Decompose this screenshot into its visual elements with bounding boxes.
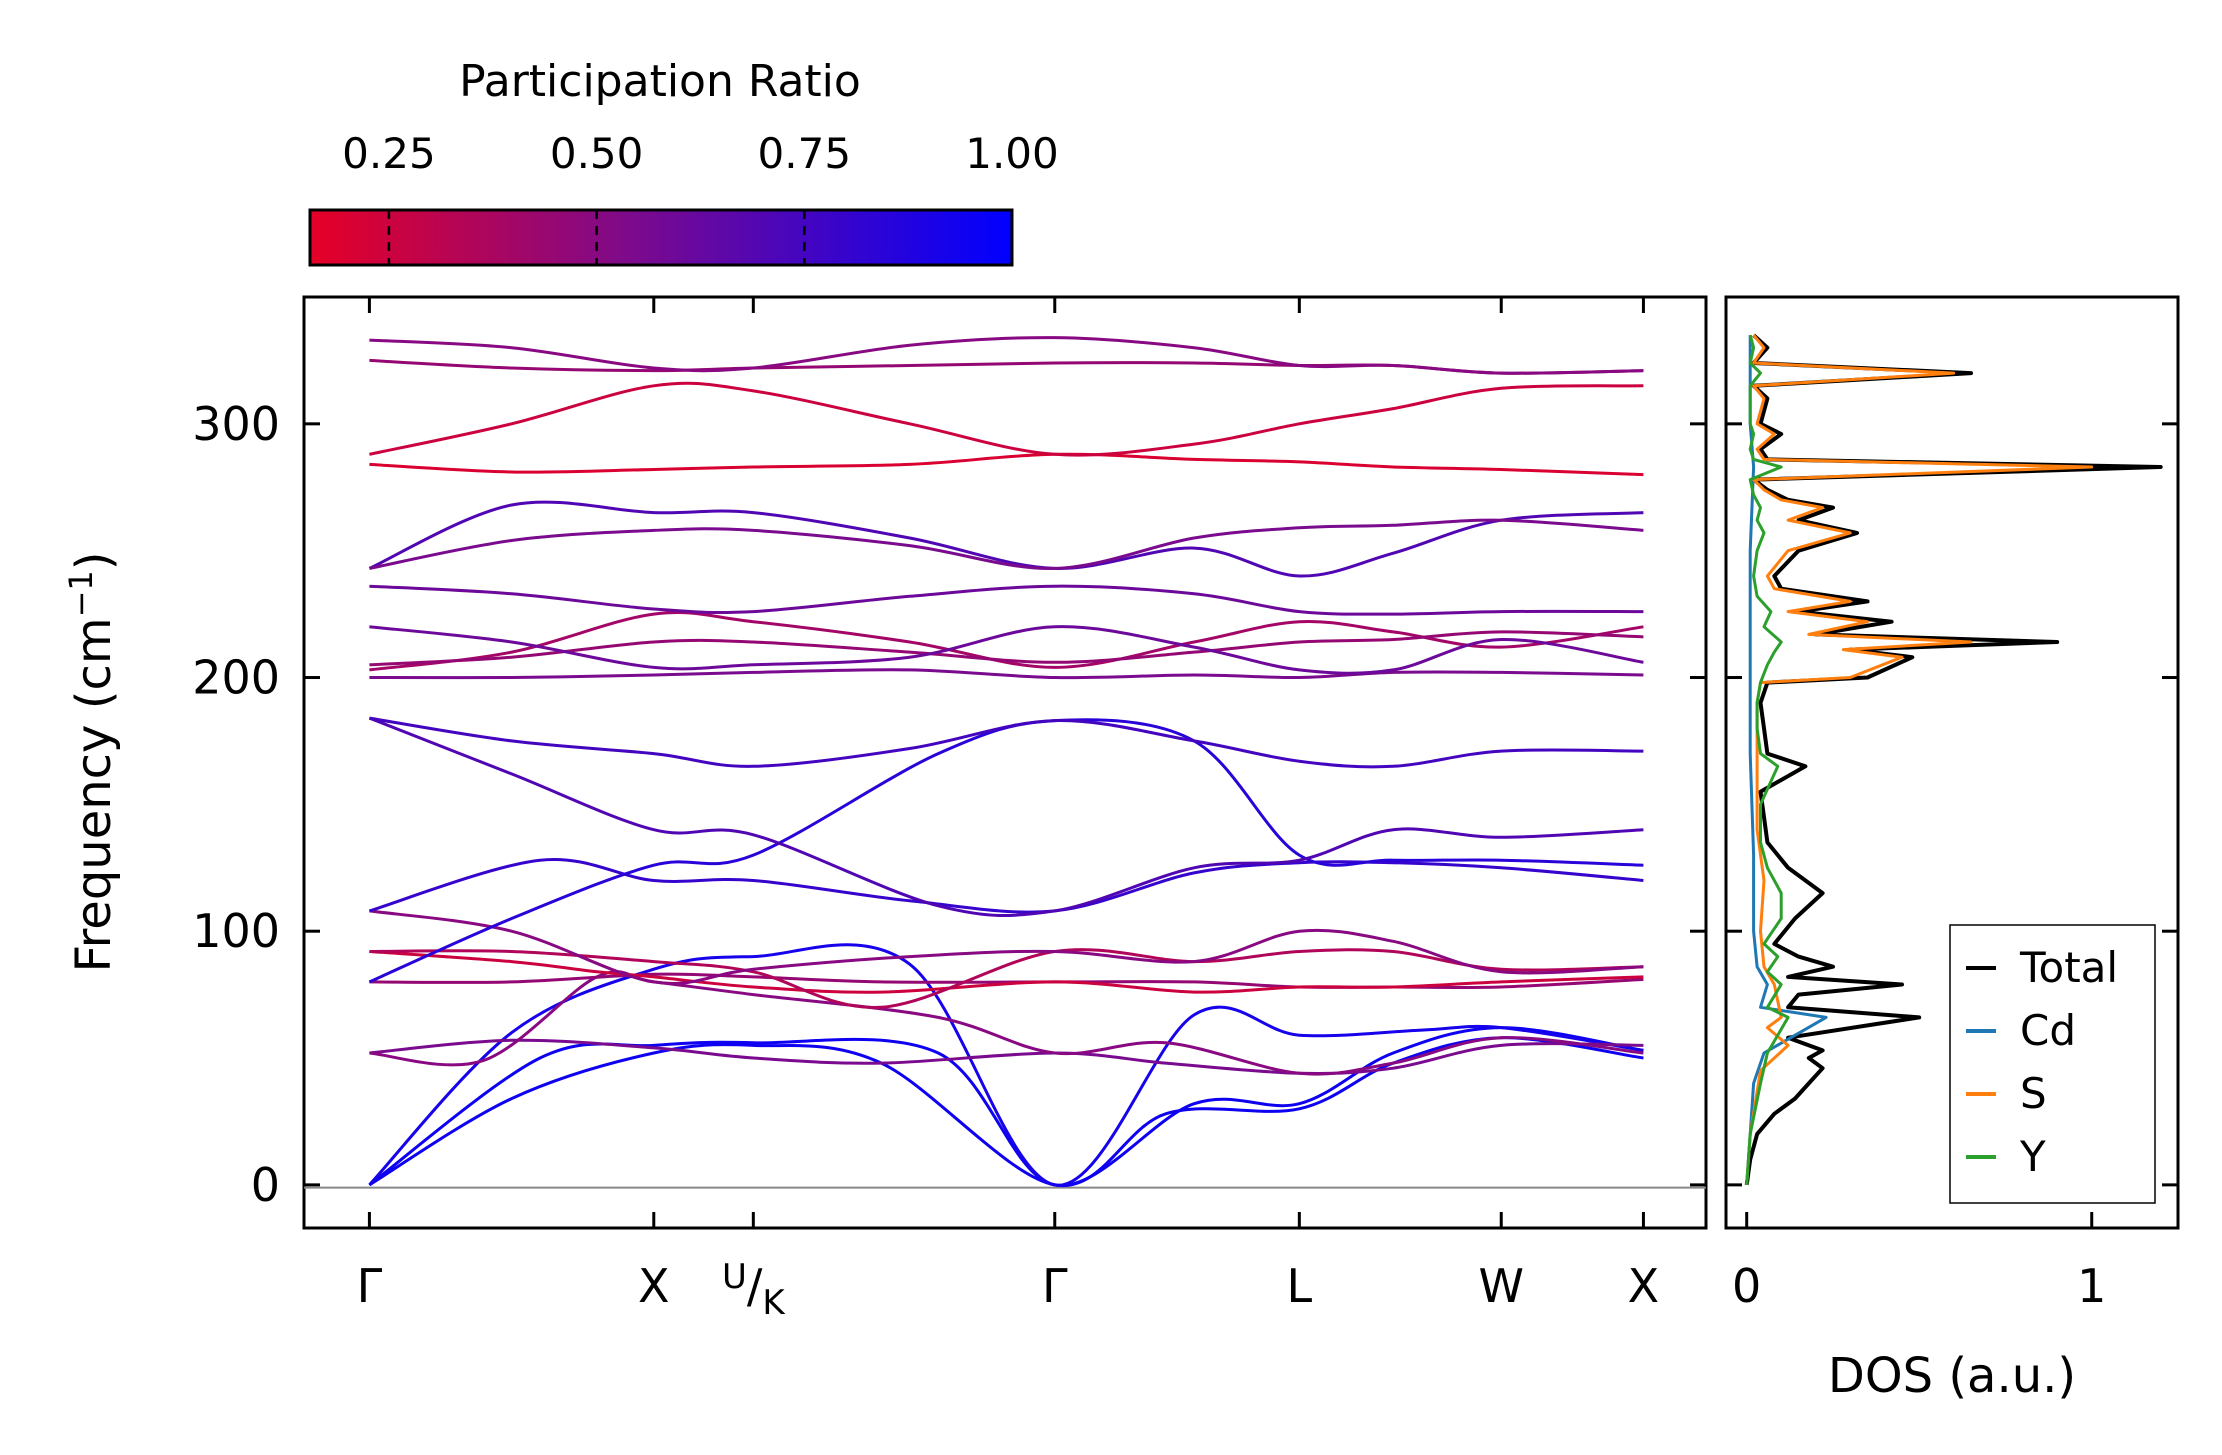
dos-x-tick-label: 0 bbox=[1732, 1259, 1761, 1313]
colorbar-tick-label: 0.25 bbox=[342, 129, 436, 178]
y-tick-label: 0 bbox=[251, 1158, 280, 1212]
dos-line-Y bbox=[1745, 334, 1790, 1186]
dos-plot-frame bbox=[1724, 295, 2180, 1230]
phonon-branch-TA2 bbox=[368, 1026, 1644, 1187]
phonon-branch-b7 bbox=[369, 950, 1644, 994]
colorbar-gradient bbox=[308, 208, 1014, 267]
dos-x-axis-label: DOS (a.u.) bbox=[1828, 1348, 2076, 1404]
phonon-branch-b14 bbox=[369, 668, 1644, 680]
phonon-branch-b8 bbox=[369, 948, 1644, 1009]
phonon-branch-b16 bbox=[369, 630, 1644, 667]
legend-items: Total Cd SY bbox=[1966, 943, 2118, 1181]
band-y-axis-label: Frequency (cm−1) bbox=[62, 551, 122, 972]
colorbar: Participation Ratio 0.25 0.50 0.75 1.00 bbox=[308, 56, 1059, 267]
phonon-branch-b10 bbox=[368, 857, 1644, 914]
phonon-branch-b17 bbox=[369, 625, 1644, 675]
phonon-branch-TA1 bbox=[368, 1036, 1644, 1188]
phonon-branch-b12 bbox=[368, 716, 1644, 918]
y-tick-label: 300 bbox=[192, 397, 280, 451]
x-tick-label-L: L bbox=[1287, 1259, 1313, 1313]
phonon-branch-b9 bbox=[369, 909, 1644, 985]
legend-label-Total: Total bbox=[2019, 943, 2118, 992]
legend-label-Cd: Cd bbox=[2020, 1006, 2076, 1055]
x-tick-label-X: X bbox=[1628, 1259, 1660, 1313]
phonon-branch-b24 bbox=[369, 336, 1644, 375]
colorbar-tick-label: 0.50 bbox=[550, 129, 644, 178]
x-tick-label-W: W bbox=[1479, 1259, 1524, 1313]
colorbar-title: Participation Ratio bbox=[459, 56, 861, 107]
dos-line-S bbox=[1745, 334, 2094, 1186]
colorbar-tick-label: 0.75 bbox=[758, 129, 852, 178]
band-structure-panel: 0 100 200 300 Γ X U/K Γ L W X Frequency (cm−1) bbox=[62, 295, 1708, 1323]
band-lines bbox=[368, 336, 1644, 1188]
phonon-branch-b13 bbox=[369, 716, 1644, 769]
phonon-branch-b22 bbox=[369, 381, 1644, 457]
phonon-branch-LA bbox=[368, 943, 1644, 1187]
x-tick-label-Γ: Γ bbox=[357, 1259, 383, 1313]
dos-x-tick-label: 1 bbox=[2077, 1259, 2106, 1313]
colorbar-tick-label: 1.00 bbox=[965, 129, 1059, 178]
legend-label-S: S bbox=[2020, 1069, 2047, 1118]
y-tick-label: 200 bbox=[192, 651, 280, 705]
x-tick-label-U-K: U/K bbox=[722, 1257, 786, 1323]
phonon-branch-b18 bbox=[369, 584, 1644, 616]
dos-legend: Total Cd SY bbox=[1949, 924, 2156, 1204]
dos-lines bbox=[1744, 333, 2163, 1186]
x-tick-label-X: X bbox=[638, 1259, 670, 1313]
phonon-branch-b5 bbox=[369, 970, 1644, 1076]
x-tick-label-Γ: Γ bbox=[1042, 1259, 1068, 1313]
phonon-branch-b20 bbox=[369, 518, 1644, 570]
legend-label-Y: Y bbox=[2019, 1132, 2046, 1181]
phonon-branch-b4 bbox=[369, 1038, 1644, 1076]
colorbar-ticks: 0.25 0.50 0.75 1.00 bbox=[342, 129, 1059, 265]
band-plot-frame bbox=[302, 295, 1708, 1230]
y-tick-label: 100 bbox=[192, 904, 280, 958]
band-x-ticks: Γ X U/K Γ L W X bbox=[357, 297, 1660, 1323]
band-y-ticks: 0 100 200 300 bbox=[192, 397, 1706, 1212]
phonon-branch-b21 bbox=[369, 452, 1644, 477]
